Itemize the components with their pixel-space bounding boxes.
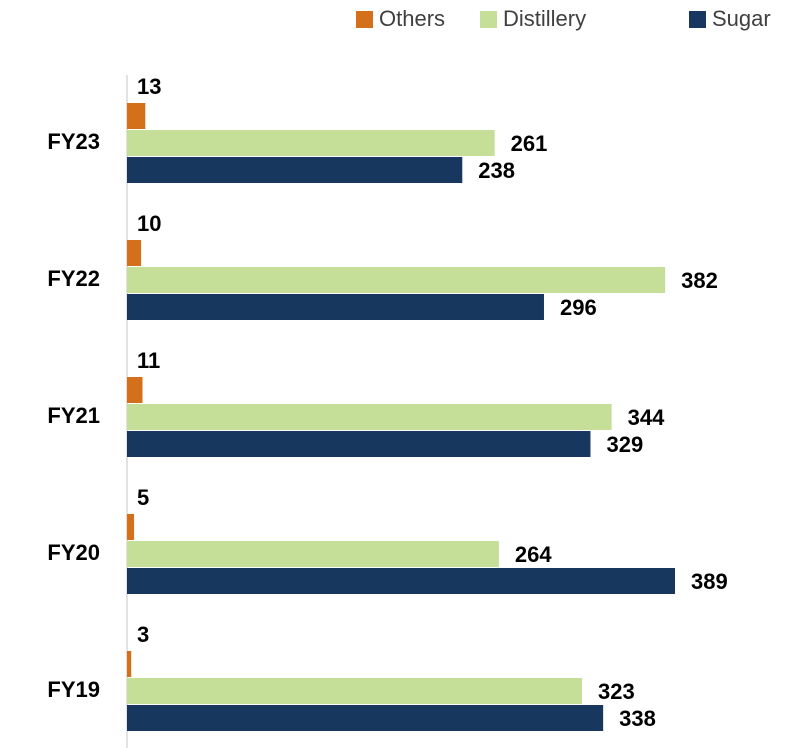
category-label: FY19 — [47, 677, 100, 702]
bar — [127, 130, 495, 156]
legend-label: Others — [379, 6, 445, 31]
bar — [127, 267, 666, 293]
category-label: FY22 — [47, 266, 100, 291]
legend-swatch — [689, 11, 706, 28]
bar — [127, 240, 142, 266]
data-label: 5 — [137, 485, 149, 510]
bar — [127, 294, 544, 320]
legend-label: Distillery — [503, 6, 586, 31]
data-label: 13 — [137, 74, 161, 99]
data-label: 323 — [598, 679, 635, 704]
legend-swatch — [356, 11, 373, 28]
bar — [127, 678, 583, 704]
data-label: 344 — [628, 405, 665, 430]
data-label: 296 — [560, 295, 597, 320]
bar — [127, 157, 463, 183]
bar — [127, 568, 675, 594]
bar — [127, 103, 146, 129]
data-label: 261 — [511, 131, 548, 156]
data-label: 389 — [691, 569, 728, 594]
category-label: FY23 — [47, 129, 100, 154]
bar — [127, 541, 499, 567]
legend-swatch — [480, 11, 497, 28]
legend-label: Sugar — [712, 6, 771, 31]
bar — [127, 705, 604, 731]
bar — [127, 651, 132, 677]
category-label: FY21 — [47, 403, 100, 428]
bar — [127, 431, 591, 457]
data-label: 3 — [137, 622, 149, 647]
category-label: FY20 — [47, 540, 100, 565]
data-label: 238 — [478, 158, 515, 183]
data-label: 382 — [681, 268, 718, 293]
bar — [127, 514, 135, 540]
bar — [127, 404, 612, 430]
data-label: 11 — [137, 348, 160, 373]
data-label: 329 — [606, 432, 643, 457]
data-label: 264 — [515, 542, 552, 567]
data-label: 338 — [619, 706, 656, 731]
bar — [127, 377, 143, 403]
data-label: 10 — [137, 211, 161, 236]
